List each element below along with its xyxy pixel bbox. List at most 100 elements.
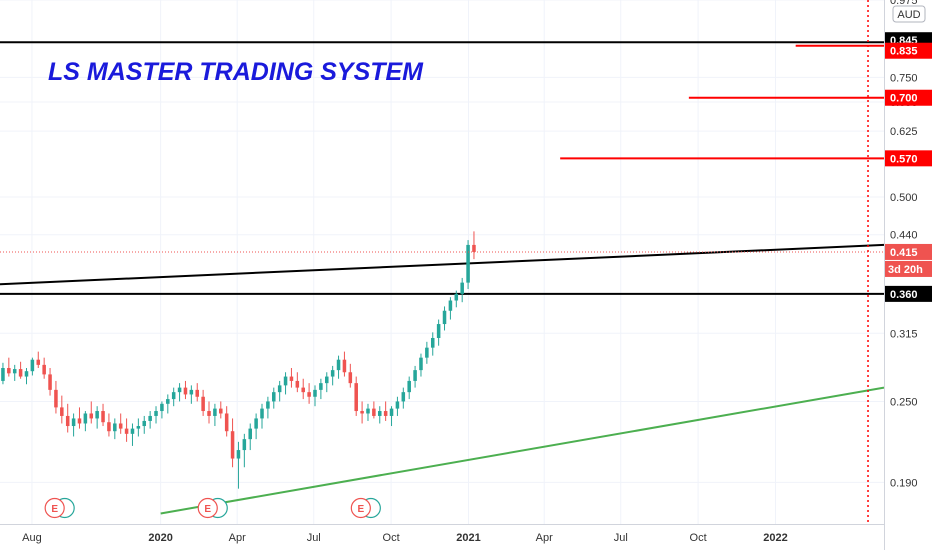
price-tick-label: 0.625 <box>890 126 918 138</box>
candle-body <box>36 359 41 365</box>
time-tick-label: Apr <box>229 532 246 544</box>
price-tick-label: 0.440 <box>890 230 918 242</box>
earnings-marker-label: E <box>51 504 58 515</box>
price-tick-label: 0.315 <box>890 328 918 340</box>
price-line-tag-label: 0.835 <box>890 46 918 58</box>
currency-label: AUD <box>897 9 920 21</box>
currency-badge[interactable]: AUD <box>892 5 926 23</box>
price-line-tag <box>885 42 932 59</box>
price-tick-label: 0.190 <box>890 477 918 489</box>
candle-body <box>307 392 311 397</box>
candle-body <box>177 387 182 393</box>
candle-body <box>419 357 423 371</box>
candle-body <box>201 396 205 412</box>
candle-body <box>230 431 235 459</box>
candle-body <box>42 364 46 375</box>
candle-body <box>348 372 353 384</box>
price-line-tag-label: 0.360 <box>890 289 918 301</box>
candle-body <box>219 408 223 414</box>
last-price-tag-label: 0.415 <box>890 247 918 259</box>
earnings-marker <box>350 497 371 519</box>
grid <box>0 0 884 524</box>
candle-body <box>89 413 94 419</box>
candle-body <box>430 337 435 348</box>
candle-body <box>283 376 288 386</box>
price-line-tag <box>885 285 932 302</box>
earnings-marker <box>44 497 65 519</box>
candle-body <box>166 399 170 404</box>
candle-body <box>448 300 453 311</box>
candle-body <box>24 371 29 377</box>
candle-body <box>154 411 158 416</box>
price-tick-label: 0.750 <box>890 72 918 84</box>
price-line-tag <box>885 150 932 167</box>
candle-body <box>30 359 35 372</box>
price-lines <box>0 41 884 295</box>
candle-body <box>101 411 105 423</box>
candle-body <box>354 383 358 412</box>
candle-body <box>436 324 441 338</box>
candle-body <box>472 244 476 252</box>
price-line-tag <box>885 89 932 106</box>
candle-body <box>83 413 88 424</box>
candle-body <box>407 380 411 393</box>
earnings-marker-label: E <box>204 504 211 515</box>
time-axis[interactable]: Aug 2020 Apr Jul Oct 2021 Apr Jul Oct 2022 <box>0 524 884 550</box>
candle-body <box>383 411 388 416</box>
candle-body <box>195 389 200 397</box>
candle-body <box>77 418 82 424</box>
countdown-tag-label: 3d 20h <box>888 264 923 276</box>
candle-body <box>160 403 164 412</box>
candle-body <box>313 389 317 397</box>
candle-body <box>183 387 188 395</box>
candle-body <box>260 408 264 419</box>
time-tick-label: Aug <box>22 532 42 544</box>
time-tick-label: 2021 <box>456 532 480 544</box>
price-line-tag-label: 0.570 <box>890 153 918 165</box>
candle-body <box>60 407 64 416</box>
resistance-trend-line <box>0 243 885 286</box>
time-tick-label: Jul <box>614 532 628 544</box>
candle-body <box>442 310 447 325</box>
candle-body <box>71 418 76 427</box>
candle-body <box>366 408 370 414</box>
candle-body <box>213 408 217 416</box>
candle-body <box>325 376 329 384</box>
candle-body <box>295 380 300 388</box>
last-price-tag <box>885 243 932 260</box>
support-trend-line <box>160 386 885 515</box>
time-tick-label: Oct <box>690 532 707 544</box>
candle-body <box>319 383 323 390</box>
chart-title: LS MASTER TRADING SYSTEM <box>48 58 424 86</box>
candle-body <box>289 376 294 381</box>
candle-body <box>118 423 123 429</box>
candle-body <box>372 408 376 416</box>
candle-body <box>224 413 229 432</box>
countdown-tag <box>885 260 932 277</box>
candle-body <box>189 389 194 395</box>
candle-body <box>425 347 429 358</box>
candle-body <box>142 420 147 427</box>
candle-body <box>148 415 152 421</box>
earnings-marker <box>197 497 218 519</box>
time-tick-label: Jul <box>307 532 321 544</box>
price-line-tag-label: 0.700 <box>890 93 918 105</box>
candle-body <box>171 392 176 400</box>
time-tick-label: 2020 <box>148 532 172 544</box>
candle-body <box>277 385 282 393</box>
candle-body <box>242 439 247 451</box>
time-tick-label: Oct <box>383 532 400 544</box>
candle-body <box>377 411 382 416</box>
candle-body <box>1 368 5 381</box>
candle-body <box>413 370 417 381</box>
time-tick-label: Apr <box>536 532 553 544</box>
trend-lines <box>0 243 885 515</box>
time-tick-label: 2022 <box>763 532 787 544</box>
candle-body <box>460 282 464 294</box>
candle-body <box>254 418 258 429</box>
candle-body <box>236 450 241 459</box>
candle-body <box>130 428 135 434</box>
